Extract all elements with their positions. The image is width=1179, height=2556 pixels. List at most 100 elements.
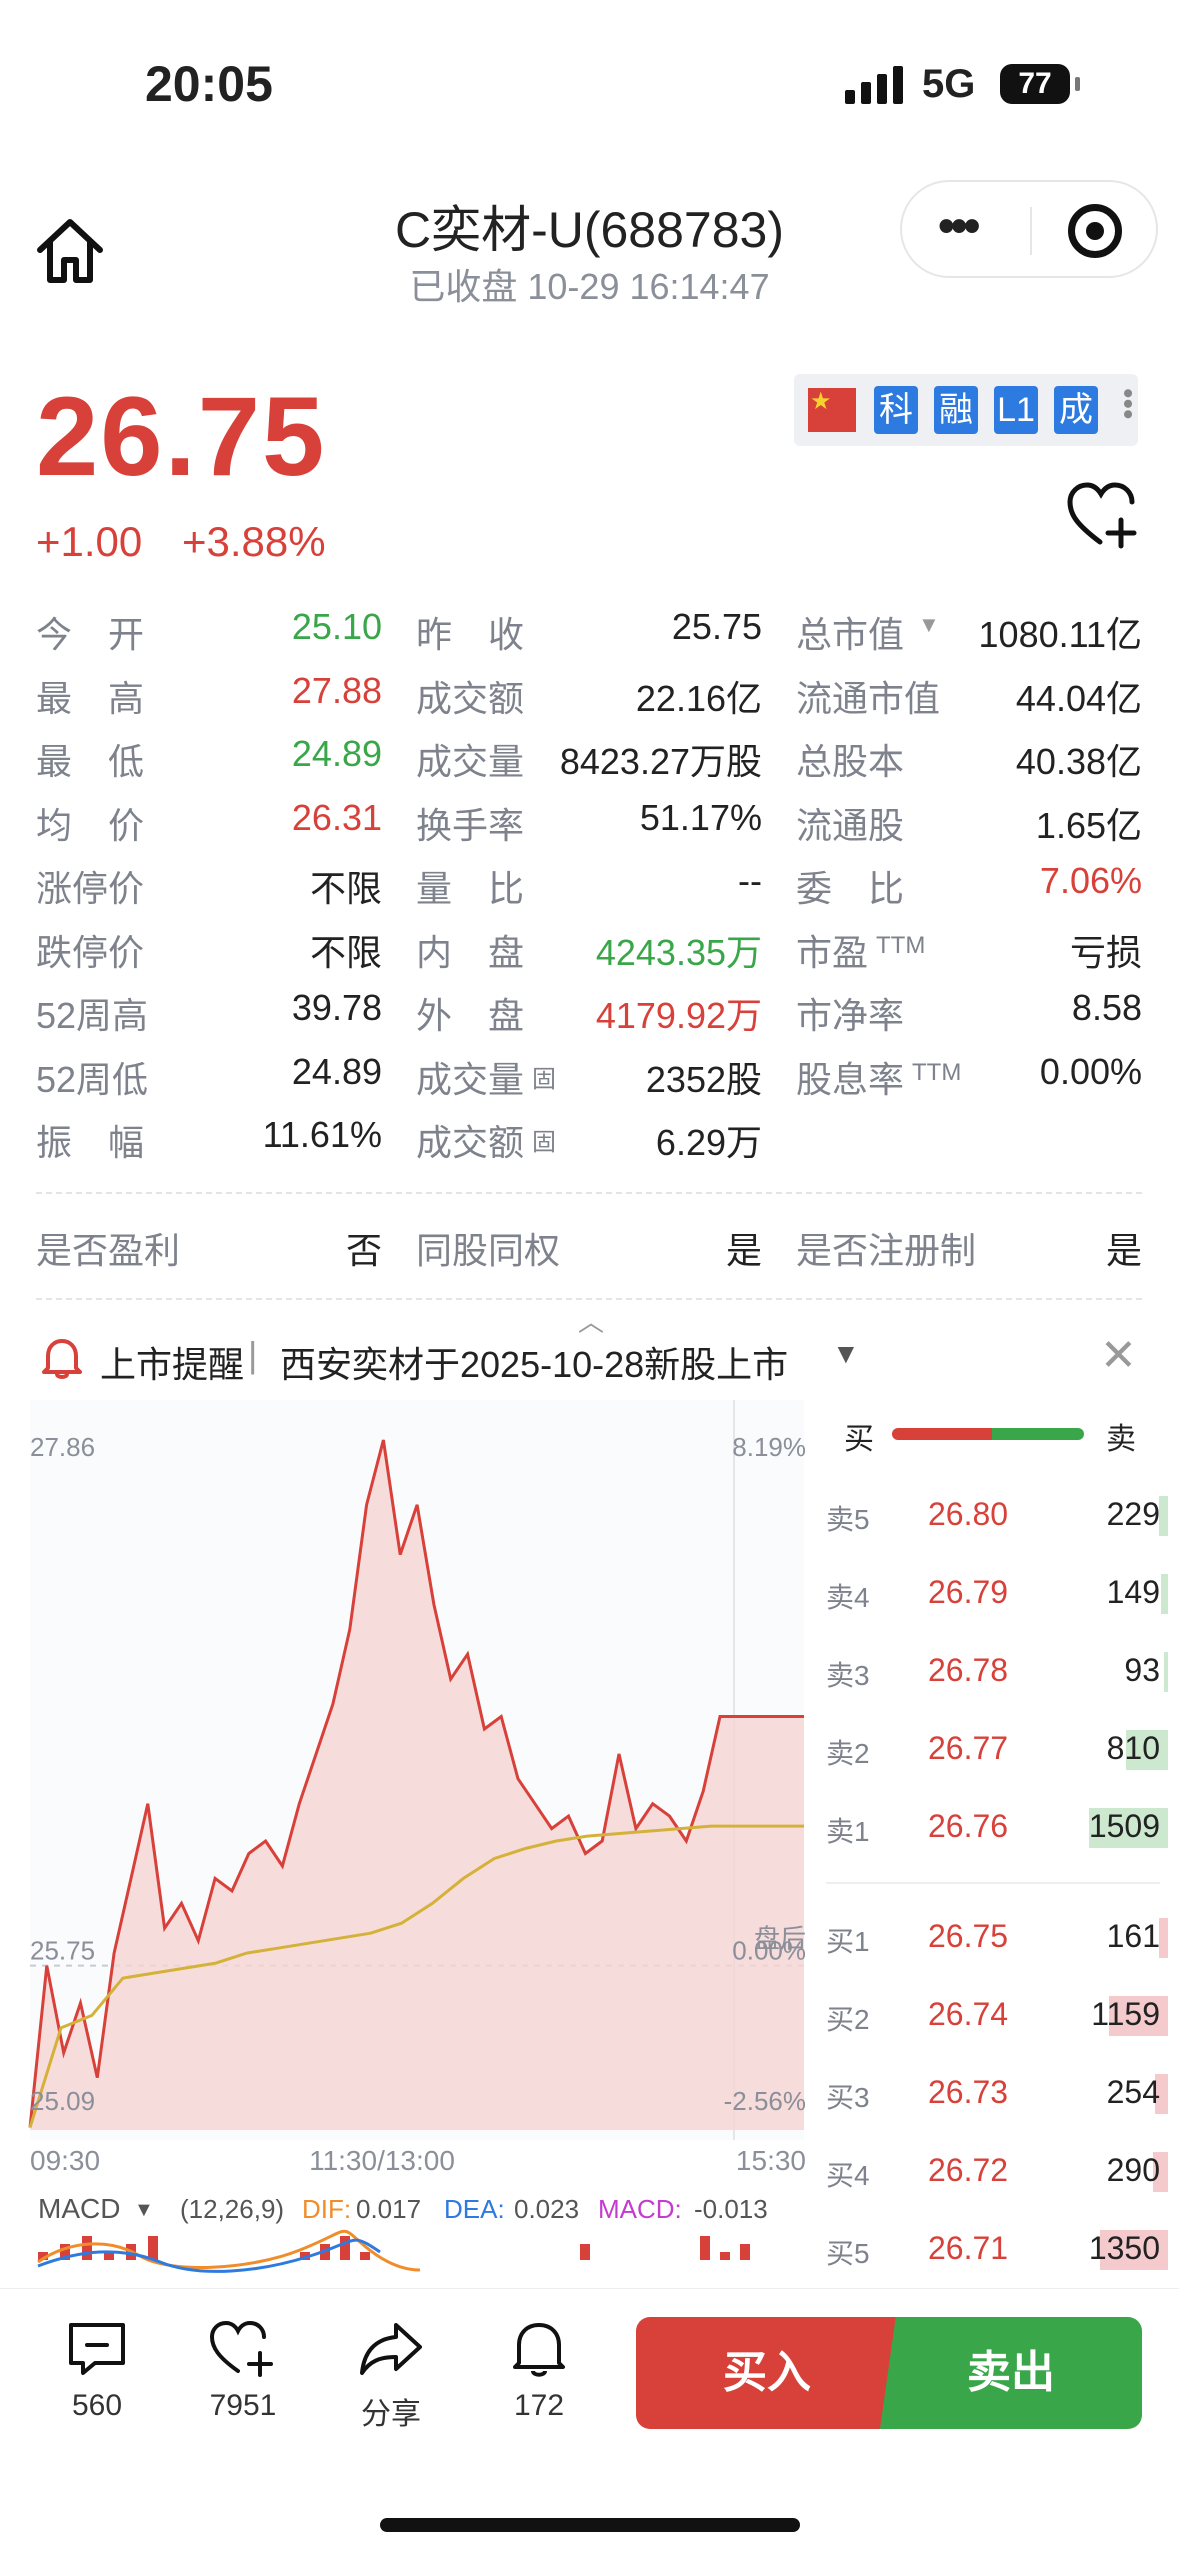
volume-bar [1159,1496,1168,1536]
stat-label: 最 高 [36,677,145,719]
order-volume: 161 [1106,1918,1160,1954]
favorites-tab[interactable]: 7951 [188,2319,298,2423]
ask-label: 卖 [1106,1423,1136,1456]
macd-bar [360,2252,370,2260]
stat-value: 1080.11亿 [978,614,1142,655]
stat-value: 39.78 [291,987,382,1028]
share-tab[interactable]: 分享 [336,2319,446,2433]
change-percent: +3.88% [181,518,326,565]
stat-label: 52周低 [36,1058,149,1100]
volume-bar [1100,2230,1168,2270]
buy-button[interactable]: 买入 [636,2317,898,2429]
stat-value: 6.29万 [655,1122,762,1163]
stat-3-2: 流通股 1.65亿 [796,797,1142,847]
stat-4-2: 委 比 7.06% [796,860,1142,910]
intraday-chart[interactable]: 27.86 8.19% 25.75 0.00% 盘后 25.09 -2.56% 09:30 11… [0,1400,810,2280]
sell-button[interactable]: 卖出 [880,2317,1142,2429]
volume-bar [1159,1918,1168,1958]
notice-dropdown-icon[interactable]: ▼ [832,1338,860,1369]
status-time: 20:05 [145,56,273,112]
stock-badges[interactable]: ★ 科 融 L1 成 ••• [794,374,1144,446]
macd-dropdown-icon[interactable]: ▼ [134,2199,154,2221]
order-row: 卖2 26.77 810 [820,1724,1168,1780]
time-end-label: 15:30 [736,2145,806,2176]
flag-value: 是 [1105,1230,1142,1271]
order-row: 卖5 26.80 229 [820,1490,1168,1546]
add-favorite-icon[interactable] [1066,480,1140,550]
share-label: 分享 [361,2398,421,2431]
order-row: 卖1 26.76 1509 [820,1802,1168,1858]
stat-0-2[interactable]: 总市值 ▼ 1080.11亿 [796,606,1142,656]
badge-cheng: 成 [1054,386,1098,434]
current-price: 26.75 [36,374,327,499]
bell-icon [42,1339,82,1379]
stat-label: 52周高 [36,995,149,1036]
flag-0: 是否盈利 否 [36,1222,382,1272]
stat-value: 4179.92万 [595,995,762,1036]
order-price: 26.77 [928,1730,1009,1766]
header: C奕材-U(688783) 已收盘 10-29 16:14:47 ••• [0,170,1179,330]
miniapp-capsule: ••• [900,180,1158,278]
order-row: 买3 26.73 254 [820,2068,1168,2124]
stat-3-0: 均 价 26.31 [36,797,382,847]
change-amount: +1.00 [36,518,143,565]
close-notice-icon[interactable]: ✕ [1100,1331,1137,1380]
stat-label: 流通股 [796,804,905,846]
stat-5-2: 市盈 TTM 亏损 [796,924,1142,974]
flag-value: 是 [725,1230,762,1271]
stat-0-0: 今 开 25.10 [36,606,382,656]
macd-bar [60,2244,70,2260]
stat-5-1: 内 盘 4243.35万 [416,924,762,974]
order-volume: 149 [1106,1574,1160,1610]
flag-1: 同股同权 是 [416,1222,762,1272]
price-high-label: 27.86 [30,1432,95,1462]
pct-high-label: 8.19% [732,1432,806,1462]
stat-value: 40.38亿 [1015,741,1142,782]
order-volume: 254 [1106,2074,1160,2110]
flag-value: 否 [345,1230,382,1271]
home-icon[interactable] [30,210,110,290]
order-volume: 1350 [1088,2230,1160,2266]
share-icon [360,2323,422,2375]
flag-label: 是否盈利 [36,1230,181,1271]
badges-more-icon: ••• [1111,388,1144,420]
stat-label: 成交量 [416,741,525,782]
stat-8-0: 振 幅 11.61% [36,1114,382,1164]
stat-value: 22.16亿 [635,677,762,719]
listing-notice[interactable]: 上市提醒 | 西安奕材于2025-10-28新股上市 ▼ ✕ [36,1330,1142,1390]
stat-label: 总股本 [796,741,905,782]
stat-1-1: 成交额 22.16亿 [416,670,762,720]
comments-tab[interactable]: 560 [42,2319,152,2423]
stat-value: 24.89 [291,733,382,774]
more-icon[interactable]: ••• [938,200,980,253]
order-price: 26.75 [928,1918,1009,1954]
dropdown-icon[interactable]: ▼ [918,612,940,637]
order-row: 买2 26.74 1159 [820,1990,1168,2046]
stat-value: 1.65亿 [1035,804,1142,846]
order-level: 买1 [826,1926,870,1957]
macd-bar [104,2252,114,2260]
order-row: 卖4 26.79 149 [820,1568,1168,1624]
macd-bar [82,2236,92,2260]
collapse-icon[interactable]: ︿ [578,1307,605,1337]
stat-label: 成交额 [416,1122,525,1163]
order-level: 买2 [826,2004,870,2035]
dea-line [37,2238,381,2273]
bottom-action-bar: 560 7951 分享 172 买入 卖出 [0,2288,1179,2556]
order-price: 26.71 [928,2230,1009,2266]
stat-label: 昨 收 [416,614,525,655]
stat-value: -- [738,860,762,901]
stat-1-0: 最 高 27.88 [36,670,382,720]
badge-l1: L1 [994,386,1038,434]
macd-bar [740,2244,750,2260]
stat-6-2: 市净率 8.58 [796,987,1142,1037]
stat-label: 委 比 [796,868,905,909]
stat-label: 均 价 [36,804,145,846]
alerts-tab[interactable]: 172 [484,2319,594,2423]
macd-value: -0.013 [694,2194,768,2224]
time-mid-label: 11:30/13:00 [309,2145,455,2176]
close-miniapp-icon[interactable] [1068,204,1122,258]
home-indicator [380,2518,800,2532]
ttm-label: TTM [876,931,926,959]
stat-value: 26.31 [291,796,382,838]
